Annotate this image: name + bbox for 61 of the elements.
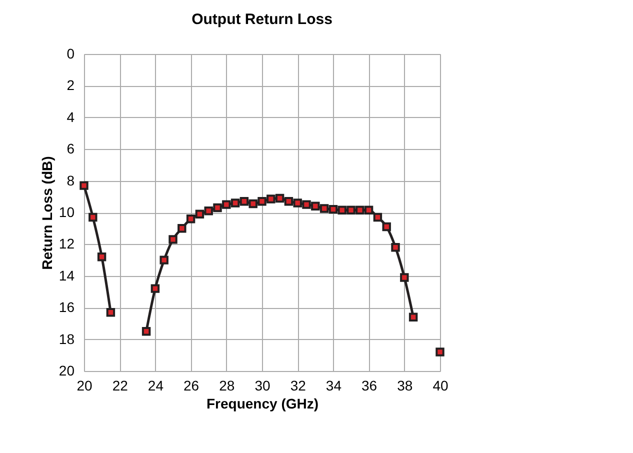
- point: [195, 210, 204, 218]
- x-tick-label: 20: [76, 378, 92, 394]
- y-tick-label: 6: [66, 140, 75, 157]
- point: [258, 197, 266, 206]
- y-tick-label: 8: [66, 172, 75, 188]
- point: [168, 235, 178, 244]
- y-tick-label: 0: [66, 46, 75, 62]
- x-tick-label: 22: [112, 378, 128, 394]
- point: [391, 243, 400, 252]
- point: [382, 222, 391, 232]
- x-tick-label: 30: [254, 378, 270, 394]
- point: [284, 197, 294, 206]
- point: [320, 204, 329, 213]
- x-tick-label: 38: [397, 378, 413, 394]
- x-tick-label: 36: [362, 378, 378, 394]
- point: [106, 308, 116, 317]
- x-tick-label: 34: [326, 378, 342, 394]
- point: [88, 212, 98, 222]
- point: [408, 312, 418, 322]
- point: [266, 194, 276, 204]
- point: [213, 203, 222, 212]
- point: [230, 198, 240, 208]
- point: [436, 348, 444, 356]
- y-tick-label: 20: [58, 362, 75, 378]
- point: [328, 204, 338, 214]
- y-tick-label: 10: [58, 204, 75, 220]
- point: [142, 327, 151, 336]
- point: [346, 206, 356, 214]
- point: [373, 212, 382, 222]
- point: [178, 224, 186, 233]
- point: [400, 273, 409, 282]
- point: [293, 198, 302, 208]
- y-tick-label: 12: [58, 236, 75, 252]
- x-tick-label: 32: [290, 378, 306, 394]
- point: [240, 197, 249, 206]
- point: [364, 206, 374, 214]
- point: [248, 199, 258, 208]
- y-tick-label: 14: [58, 267, 75, 284]
- point: [80, 181, 88, 190]
- point: [186, 214, 196, 224]
- x-tick-label: 24: [148, 378, 164, 394]
- y-tick-label: 16: [58, 299, 75, 316]
- y-tick-label: 2: [66, 77, 75, 94]
- point: [275, 194, 284, 203]
- x-tick-label: 28: [219, 378, 235, 394]
- point: [204, 206, 213, 216]
- point: [222, 200, 231, 209]
- chart-title: Output Return Loss: [192, 11, 332, 28]
- point: [150, 284, 160, 293]
- point: [338, 206, 346, 214]
- x-axis-title: Frequency (GHz): [206, 396, 319, 412]
- point: [302, 200, 311, 209]
- point: [356, 206, 364, 214]
- y-axis-title: Return Loss (dB): [38, 156, 55, 270]
- x-tick-label: 40: [432, 378, 448, 394]
- x-tick-label: 26: [184, 378, 200, 394]
- y-tick-label: 18: [58, 330, 75, 347]
- point: [311, 202, 320, 211]
- y-tick-label: 4: [66, 108, 75, 125]
- point: [97, 252, 106, 262]
- point: [160, 256, 168, 264]
